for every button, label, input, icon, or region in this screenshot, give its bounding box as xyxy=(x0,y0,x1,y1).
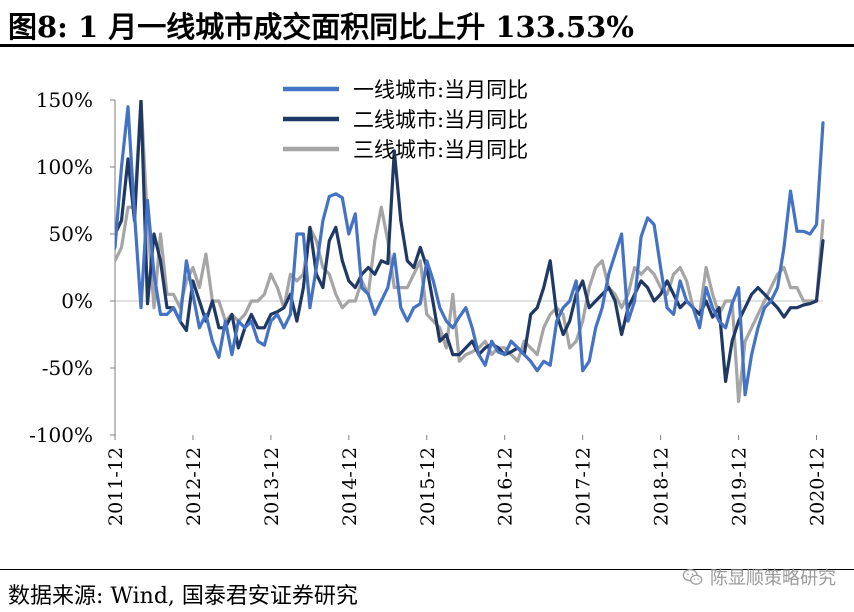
x-tick-label: 2018-12 xyxy=(651,447,673,526)
watermark-text: 陈显顺策略研究 xyxy=(710,568,836,589)
x-tick-label: 2015-12 xyxy=(417,447,439,526)
y-tick-label: -50% xyxy=(42,356,93,380)
footer-rule xyxy=(0,569,854,570)
legend-label: 三线城市:当月同比 xyxy=(353,138,528,162)
y-tick-label: 0% xyxy=(61,289,93,313)
source-note: 数据来源: Wind, 国泰君安证券研究 xyxy=(8,584,358,609)
watermark: 陈显顺策略研究 xyxy=(682,564,836,590)
x-tick-label: 2014-12 xyxy=(339,447,361,526)
x-tick-label: 2012-12 xyxy=(183,447,205,526)
y-tick-label: 100% xyxy=(36,155,93,179)
y-tick-label: 50% xyxy=(49,222,93,246)
y-tick-label: -100% xyxy=(29,423,93,447)
series-layer xyxy=(115,100,825,404)
x-tick-label: 2013-12 xyxy=(261,447,283,526)
x-tick-label: 2019-12 xyxy=(729,447,751,526)
legend-label: 一线城市:当月同比 xyxy=(353,78,528,102)
y-tick-label: 150% xyxy=(36,88,93,112)
x-tick-label: 2017-12 xyxy=(573,447,595,526)
x-tick-label: 2016-12 xyxy=(495,447,517,526)
axes: -100% -50% 0% 50% 100% 150% 2011-12 2012-12 2013… xyxy=(29,88,828,526)
x-tick-label: 2011-12 xyxy=(105,447,127,526)
x-tick-label: 2020-12 xyxy=(807,447,829,526)
figure-title: 图8: 1 月一线城市成交面积同比上升 133.53% xyxy=(8,10,634,44)
line-chart: -100% -50% 0% 50% 100% 150% 2011-12 2012-12 2013… xyxy=(29,78,828,526)
series-line-1 xyxy=(115,105,825,397)
title-rule xyxy=(0,44,854,47)
title-bar: 图8: 1 月一线城市成交面积同比上升 133.53% xyxy=(0,0,854,47)
wechat-icon xyxy=(682,568,703,585)
legend-label: 二线城市:当月同比 xyxy=(353,108,528,132)
